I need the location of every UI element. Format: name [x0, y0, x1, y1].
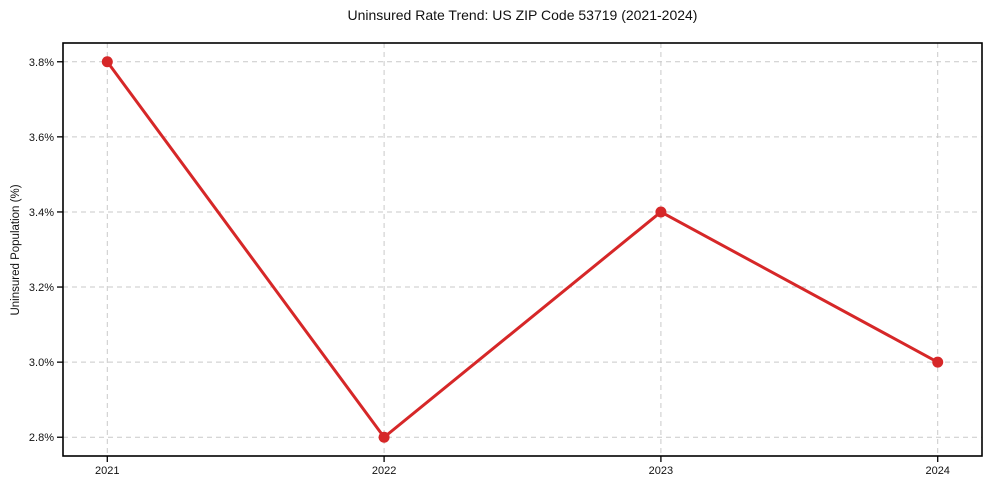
y-tick-label: 3.6% [29, 132, 54, 144]
y-tick-label: 3.2% [29, 282, 54, 294]
axes-spines [62, 42, 983, 457]
data-point-marker [101, 56, 113, 68]
data-point-marker [932, 356, 944, 368]
trend-line [105, 60, 940, 439]
y-tick-label: 2.8% [29, 432, 54, 444]
y-tick-label: 3.8% [29, 57, 54, 69]
x-tick-label: 2023 [649, 465, 673, 477]
x-tick-label: 2022 [372, 465, 396, 477]
data-point-marker [378, 431, 390, 443]
chart-title: Uninsured Rate Trend: US ZIP Code 53719 … [347, 7, 698, 23]
x-tick-label: 2021 [95, 465, 119, 477]
x-tick-label: 2024 [925, 465, 949, 477]
y-tick-label: 3.0% [29, 357, 54, 369]
y-tick-label: 3.4% [29, 207, 54, 219]
data-point-marker [655, 206, 667, 218]
